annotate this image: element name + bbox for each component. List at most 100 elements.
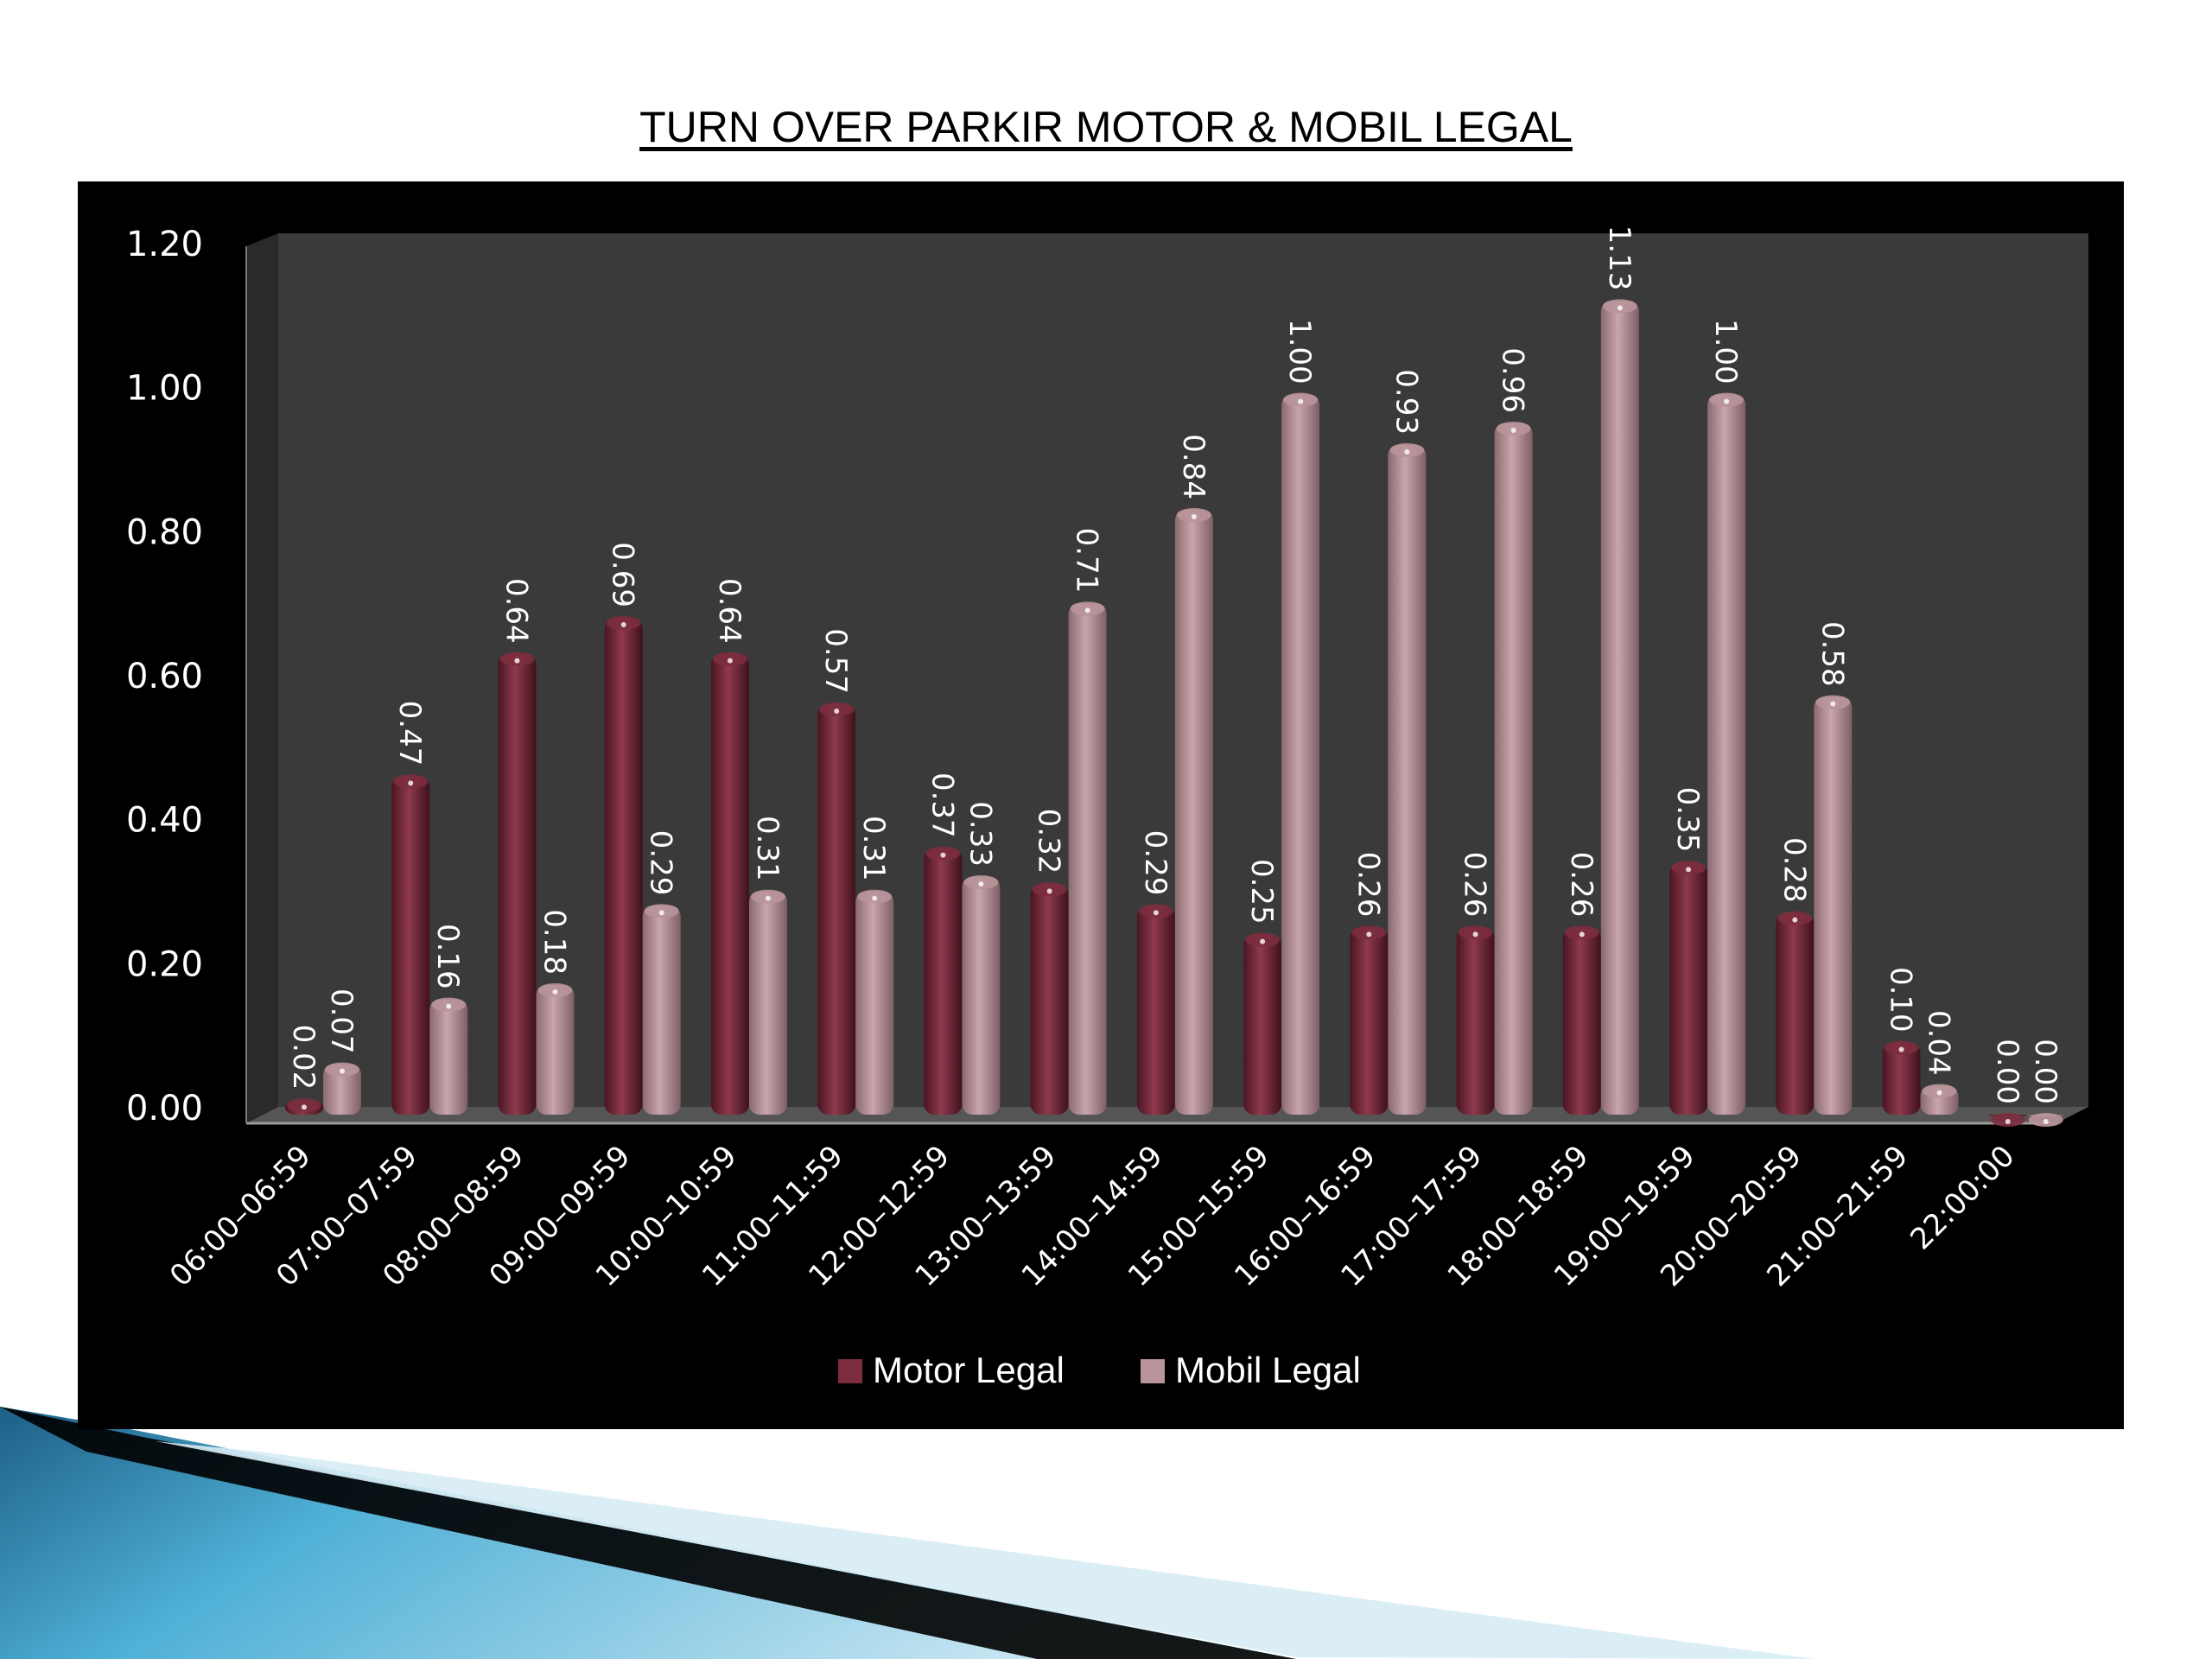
bar (429, 999, 468, 1115)
y-axis: 0.00 0.20 0.40 0.60 0.80 1.00 1.20 (126, 225, 203, 1128)
data-label: 0.18 (537, 909, 571, 975)
bar-highlight (620, 622, 626, 627)
legend: Motor Legal Mobil Legal (838, 1350, 1361, 1390)
bar (1030, 884, 1069, 1115)
bar (748, 891, 787, 1115)
bar (1600, 301, 1639, 1115)
data-label: 0.35 (1670, 787, 1705, 853)
data-label: 0.93 (1389, 369, 1423, 435)
chart-panel: 0.00 0.20 0.40 0.60 0.80 1.00 1.20 0.02 0.47 0.6… (78, 181, 2124, 1429)
bar-highlight (552, 989, 558, 995)
legend-label: Mobil Legal (1175, 1350, 1361, 1390)
data-label: 1.13 (1602, 226, 1637, 291)
bar-highlight (1898, 1046, 1904, 1052)
bar (1174, 510, 1213, 1115)
bar-highlight (1579, 931, 1585, 938)
bar-highlight (658, 910, 664, 916)
y-tick-label: 0.60 (126, 657, 203, 696)
bar-highlight (340, 1068, 345, 1074)
data-label: 0.31 (750, 816, 785, 881)
bar-highlight (1260, 938, 1266, 944)
data-label: 0.71 (1070, 528, 1104, 594)
bar-highlight (1724, 398, 1730, 404)
bar-highlight (408, 780, 414, 786)
data-label: 0.64 (712, 578, 747, 644)
bar-highlight (727, 658, 733, 664)
data-label: 0.32 (1032, 809, 1066, 874)
data-label: 0.00 (1990, 1039, 2024, 1104)
bar-highlight (1472, 931, 1478, 938)
y-tick-label: 0.40 (126, 801, 203, 841)
data-label: 0.96 (1496, 347, 1530, 413)
bar (1814, 696, 1853, 1115)
bar (642, 906, 681, 1115)
bar-highlight (834, 709, 840, 714)
bar-highlight (1298, 398, 1304, 404)
bar (962, 877, 1001, 1115)
bar-highlight (940, 852, 946, 858)
data-label: 0.16 (430, 924, 465, 989)
bar-highlight (1830, 701, 1836, 707)
y-tick-label: 0.20 (126, 944, 203, 984)
bar (1136, 906, 1175, 1115)
y-tick-label: 0.80 (126, 512, 203, 552)
bar (1776, 912, 1815, 1115)
data-label: 0.04 (1922, 1010, 1956, 1076)
data-label: 0.29 (644, 830, 678, 896)
bar (817, 704, 856, 1115)
data-label: 0.84 (1176, 434, 1211, 499)
bar (855, 891, 894, 1115)
bar (1350, 927, 1389, 1115)
bar-highlight (1191, 514, 1197, 519)
bar-highlight (1366, 931, 1372, 938)
data-label: 0.29 (1138, 830, 1173, 896)
bar (1388, 445, 1427, 1115)
legend-label: Motor Legal (873, 1350, 1065, 1390)
bar (1243, 934, 1282, 1115)
data-label: 0.33 (963, 801, 997, 867)
x-axis: 06:00–06:5907:00–07:5908:00–08:5909:00–0… (163, 1139, 2022, 1294)
bar-highlight (1686, 867, 1692, 873)
data-label: 0.37 (925, 772, 959, 838)
bar-highlight (978, 881, 984, 887)
data-label: 0.26 (1351, 852, 1385, 918)
data-label: 0.28 (1777, 837, 1811, 903)
bar (604, 618, 643, 1115)
bar (1562, 927, 1601, 1115)
bar (498, 653, 537, 1115)
x-tick-label: 22:00:00 (1904, 1139, 2021, 1256)
bar (536, 985, 575, 1115)
data-label: 1.00 (1282, 319, 1317, 385)
legend-swatch (1141, 1359, 1165, 1383)
bar-highlight (1792, 917, 1798, 923)
bar (710, 653, 749, 1115)
bar (1882, 1042, 1921, 1115)
bar-highlight (1404, 449, 1410, 454)
bar-highlight (872, 895, 878, 901)
bar-highlight (1084, 607, 1090, 613)
bar-highlight (1936, 1090, 1942, 1096)
data-label: 0.25 (1244, 859, 1279, 925)
bar-highlight (1617, 305, 1623, 311)
data-label: 0.58 (1815, 621, 1849, 687)
bar (1068, 603, 1107, 1115)
bar (1281, 394, 1320, 1115)
data-label: 0.02 (286, 1025, 321, 1090)
bar-highlight (1153, 910, 1159, 916)
data-label: 0.07 (324, 988, 359, 1054)
data-label: 1.00 (1708, 319, 1743, 385)
bars-group: 0.02 0.47 0.64 0.69 0.64 0.57 0.37 0.32 0.29 0.25… (285, 226, 2065, 1127)
bar-chart: 0.00 0.20 0.40 0.60 0.80 1.00 1.20 0.02 0.47 0.6… (126, 225, 2088, 1390)
data-label: 0.10 (1884, 967, 1918, 1033)
bar (1456, 927, 1495, 1115)
data-label: 0.31 (856, 816, 891, 881)
bar (924, 848, 963, 1115)
bar (1707, 394, 1746, 1115)
bar-highlight (302, 1104, 307, 1110)
bar-highlight (1046, 888, 1052, 894)
data-label: 0.69 (606, 542, 640, 607)
y-tick-label: 1.00 (126, 369, 203, 409)
data-label: 0.26 (1458, 852, 1492, 918)
legend-swatch (838, 1359, 862, 1383)
plot-side-wall (246, 233, 278, 1123)
